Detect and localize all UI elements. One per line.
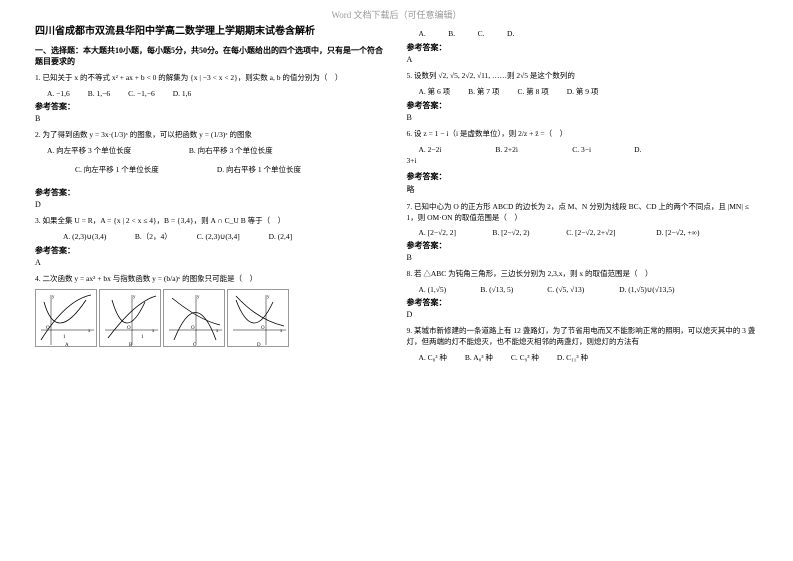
svg-text:O: O <box>127 326 131 331</box>
question-9-options: A. C₈³ 种 B. A₈³ 种 C. C₉³ 种 D. C₁₁³ 种 <box>419 352 759 363</box>
right-column: A. B. C. D. 参考答案： A 5. 设数列 √2, √5, 2√2, … <box>407 25 759 366</box>
answer-2: D <box>35 200 387 209</box>
q9-opt-c: C. C₉³ 种 <box>511 352 539 363</box>
question-9: 9. 某城市新修建的一条道路上有 12 盏路灯，为了节省用电而又不能影响正常的照… <box>407 325 759 348</box>
q1-opt-b: B. 1,−6 <box>88 89 110 98</box>
section-1-heading: 一、选择题：本大题共10小题，每小题5分，共50分。在每小题给出的四个选项中，只… <box>35 45 387 67</box>
question-2: 2. 为了得到函数 y = 3x·(1/3)ˣ 的图象，可以把函数 y = (1… <box>35 129 387 140</box>
q2-opt-a: A. 向左平移 3 个单位长度 <box>47 145 187 156</box>
q1-opt-c: C. −1,−6 <box>128 89 155 98</box>
answer-label-7: 参考答案： <box>407 240 759 251</box>
question-5: 5. 设数列 √2, √5, 2√2, √11, ……则 2√5 是这个数列的 <box>407 70 759 81</box>
q5-opt-c: C. 第 8 项 <box>517 86 548 97</box>
answer-label-4: 参考答案： <box>407 42 759 53</box>
question-1-options: A. −1,6 B. 1,−6 C. −1,−6 D. 1,6 <box>47 89 387 98</box>
question-1: 1. 已知关于 x 的不等式 x² + ax + b < 0 的解集为 {x |… <box>35 72 387 83</box>
svg-text:B: B <box>129 343 133 348</box>
svg-text:1: 1 <box>63 335 66 340</box>
answer-label-8: 参考答案： <box>407 297 759 308</box>
question-7: 7. 已知中心为 O 的正方形 ABCD 的边长为 2，点 M、N 分别为线段 … <box>407 201 759 224</box>
q6-opt-c: C. 3−i <box>572 145 632 154</box>
q8-opt-a: A. (1,√5) <box>419 285 479 294</box>
answer-label-6: 参考答案： <box>407 171 759 182</box>
graph-b: O 1 x y B <box>99 289 161 347</box>
question-6: 6. 设 z = 1 − i（i 是虚数单位），则 2/z + z̄ =（ ） <box>407 128 759 139</box>
q8-opt-d: D. (1,√5)∪(√13,5) <box>619 285 674 294</box>
answer-1: B <box>35 114 387 123</box>
graph-d: O x y D <box>227 289 289 347</box>
answer-label-1: 参考答案： <box>35 101 387 112</box>
question-4-opt-letters: A. B. C. D. <box>419 28 759 39</box>
question-3-options: A. (2,3)∪(3,4) B.（2，4） C. (2,3)∪(3,4] D.… <box>63 231 387 242</box>
question-2-options-row2: C. 向左平移 1 个单位长度 D. 向右平移 1 个单位长度 <box>47 164 387 175</box>
q8-opt-c: C. (√5, √13) <box>547 285 617 294</box>
question-3: 3. 如果全集 U = R，A = {x | 2 < x ≤ 4}，B = {3… <box>35 215 387 226</box>
q9-opt-a: A. C₈³ 种 <box>419 352 447 363</box>
answer-label-3: 参考答案： <box>35 245 387 256</box>
q6-opt-d-cont: 3+i <box>407 155 759 166</box>
q7-opt-c: C. [2−√2, 2+√2] <box>566 228 654 237</box>
svg-text:y: y <box>197 295 200 300</box>
svg-text:O: O <box>191 326 195 331</box>
svg-text:1: 1 <box>141 335 144 340</box>
question-2-options-row1: A. 向左平移 3 个单位长度 B. 向右平移 3 个单位长度 <box>47 145 387 156</box>
left-column: 四川省成都市双流县华阳中学高二数学理上学期期末试卷含解析 一、选择题：本大题共1… <box>35 25 387 366</box>
page-columns: 四川省成都市双流县华阳中学高二数学理上学期期末试卷含解析 一、选择题：本大题共1… <box>0 25 793 366</box>
answer-6: 略 <box>407 184 759 195</box>
answer-8: D <box>407 310 759 319</box>
q5-opt-a: A. 第 6 项 <box>419 86 451 97</box>
svg-text:O: O <box>46 326 50 331</box>
answer-label-2: 参考答案： <box>35 187 387 198</box>
svg-text:C: C <box>193 343 197 348</box>
svg-text:A: A <box>65 343 69 348</box>
svg-text:O: O <box>261 326 265 331</box>
question-5-options: A. 第 6 项 B. 第 7 项 C. 第 8 项 D. 第 9 项 <box>419 86 759 97</box>
q8-opt-b: B. (√13, 5) <box>480 285 545 294</box>
answer-5: B <box>407 113 759 122</box>
question-4: 4. 二次函数 y = ax² + bx 与指数函数 y = (b/a)ˣ 的图… <box>35 273 387 284</box>
q2-opt-c: C. 向左平移 1 个单位长度 <box>75 164 215 175</box>
q3-opt-d: D. (2,4] <box>269 232 293 241</box>
answer-3: A <box>35 258 387 267</box>
q1-opt-a: A. −1,6 <box>47 89 70 98</box>
q9-opt-d: D. C₁₁³ 种 <box>557 352 588 363</box>
answer-4: A <box>407 55 759 64</box>
q5-opt-d: D. 第 9 项 <box>567 86 599 97</box>
q7-opt-d: D. [2−√2, +∞) <box>656 228 699 237</box>
q3-opt-c: C. (2,3)∪(3,4] <box>197 232 267 241</box>
q9-opt-b: B. A₈³ 种 <box>465 352 493 363</box>
svg-text:y: y <box>133 295 136 300</box>
question-8-options: A. (1,√5) B. (√13, 5) C. (√5, √13) D. (1… <box>419 285 759 294</box>
q3-opt-b: B.（2，4） <box>135 231 195 242</box>
svg-text:y: y <box>267 295 270 300</box>
question-7-options: A. [2−√2, 2] B. [2−√2, 2) C. [2−√2, 2+√2… <box>419 228 759 237</box>
answer-label-5: 参考答案： <box>407 100 759 111</box>
q7-opt-b: B. [2−√2, 2) <box>492 228 564 237</box>
header-notice: Word 文档下载后（可任意编辑） <box>0 0 793 25</box>
graph-a: O 1 x y A <box>35 289 97 347</box>
question-4-graphs: O 1 x y A O 1 x y B <box>35 289 387 347</box>
q3-opt-a: A. (2,3)∪(3,4) <box>63 232 133 241</box>
svg-text:D: D <box>257 343 261 348</box>
svg-text:y: y <box>52 295 55 300</box>
q2-opt-b: B. 向右平移 3 个单位长度 <box>189 146 273 155</box>
exam-title: 四川省成都市双流县华阳中学高二数学理上学期期末试卷含解析 <box>35 25 387 39</box>
q6-opt-d-line2-prefix: D. <box>634 145 674 154</box>
q5-opt-b: B. 第 7 项 <box>468 86 499 97</box>
q7-opt-a: A. [2−√2, 2] <box>419 228 491 237</box>
q6-opt-a: A. 2−2i <box>419 145 494 154</box>
question-6-options: A. 2−2i B. 2+2i C. 3−i D. <box>419 145 759 154</box>
q1-opt-d: D. 1,6 <box>173 89 192 98</box>
answer-7: B <box>407 253 759 262</box>
q6-opt-b: B. 2+2i <box>495 145 570 154</box>
q2-opt-d: D. 向右平移 1 个单位长度 <box>217 165 301 174</box>
graph-c: O x y C <box>163 289 225 347</box>
question-8: 8. 若 △ABC 为钝角三角形，三边长分别为 2,3,x，则 x 的取值范围是… <box>407 268 759 279</box>
